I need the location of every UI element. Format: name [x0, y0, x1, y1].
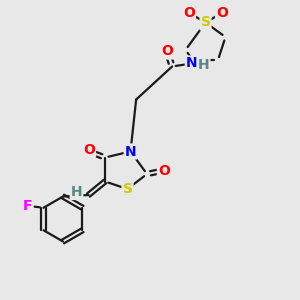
- Text: N: N: [125, 145, 136, 158]
- Text: O: O: [83, 143, 95, 157]
- Text: F: F: [22, 199, 32, 213]
- Text: O: O: [183, 6, 195, 20]
- Text: S: S: [122, 182, 133, 196]
- Text: S: S: [200, 16, 211, 29]
- Text: O: O: [158, 164, 170, 178]
- Text: N: N: [186, 56, 197, 70]
- Text: O: O: [162, 44, 174, 58]
- Text: H: H: [198, 58, 209, 72]
- Text: H: H: [71, 185, 82, 199]
- Text: O: O: [216, 6, 228, 20]
